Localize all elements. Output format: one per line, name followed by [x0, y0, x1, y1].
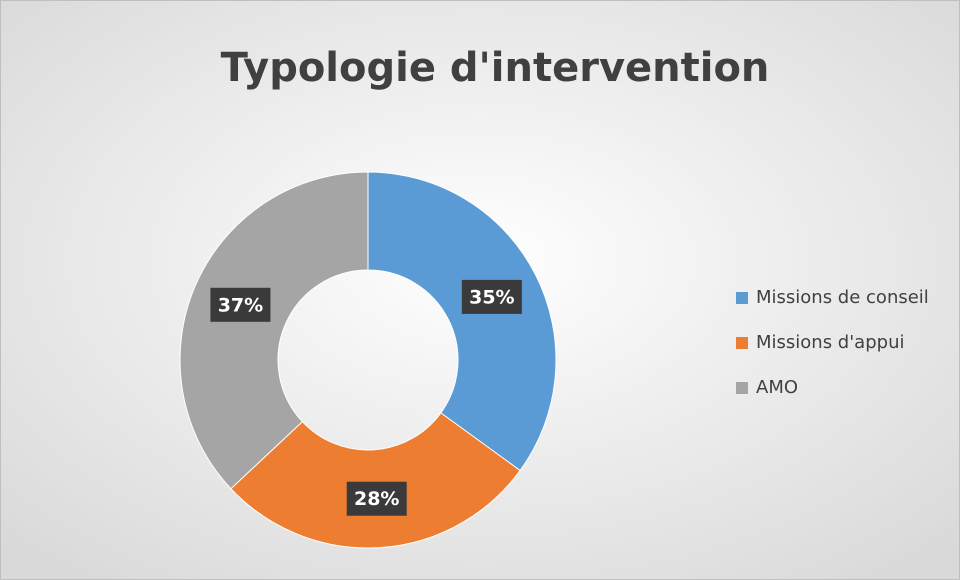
data-label-box: [210, 287, 271, 322]
donut-slice: [367, 171, 557, 472]
legend-swatch: [736, 292, 748, 304]
data-label: 35%: [469, 286, 514, 308]
chart-title: Typologie d'intervention: [221, 45, 770, 91]
data-label-box: [461, 279, 522, 314]
donut-slice: [230, 412, 521, 549]
legend-label: Missions d'appui: [756, 332, 904, 353]
data-label-box: [346, 481, 407, 516]
legend-label: Missions de conseil: [756, 287, 929, 308]
legend-label: AMO: [756, 377, 798, 398]
donut-slice: [179, 171, 369, 490]
data-label: 37%: [218, 294, 263, 316]
legend-swatch: [736, 337, 748, 349]
legend-swatch: [736, 382, 748, 394]
data-label: 28%: [354, 488, 399, 510]
